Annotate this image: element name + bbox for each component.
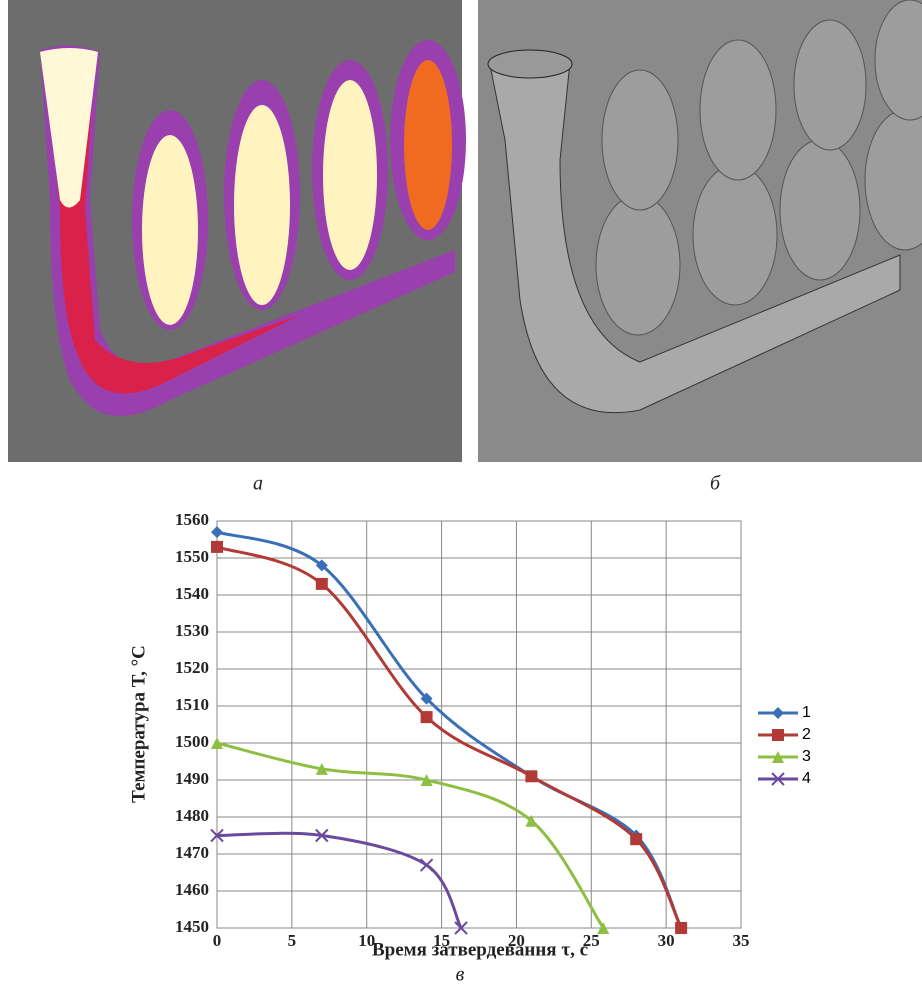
marker — [772, 751, 784, 763]
marker — [525, 770, 538, 783]
marker — [315, 762, 328, 775]
y-tick-label: 1520 — [175, 658, 209, 677]
marker — [211, 737, 223, 749]
plot-area — [216, 520, 742, 929]
marker — [211, 540, 223, 553]
panel-label: а — [253, 473, 263, 495]
y-axis-title: Температура T, °C — [128, 645, 149, 803]
y-tick-label: 1550 — [175, 547, 209, 566]
y-tick-label: 1490 — [175, 769, 209, 788]
y-tick-label: 1460 — [175, 880, 209, 899]
marker — [454, 921, 468, 935]
legend-label: 3 — [802, 748, 811, 765]
marker — [772, 729, 784, 741]
x-tick-label: 20 — [508, 931, 525, 950]
marker — [771, 772, 785, 786]
x-tick-label: 5 — [288, 931, 297, 950]
marker — [597, 922, 610, 934]
marker — [420, 711, 433, 724]
x-tick-label: 10 — [358, 931, 375, 950]
y-tick-label: 1540 — [175, 584, 209, 603]
y-tick-label: 1470 — [175, 843, 209, 862]
x-tick-label: 30 — [658, 931, 675, 950]
x-tick-label: 35 — [733, 931, 750, 950]
y-tick-label: 1450 — [175, 917, 209, 936]
panel-label: б — [710, 473, 721, 495]
model-image — [478, 0, 922, 462]
marker — [419, 858, 434, 872]
marker — [772, 707, 784, 719]
marker — [525, 814, 538, 827]
legend-label: 4 — [802, 770, 811, 787]
marker — [315, 559, 328, 572]
marker — [675, 922, 688, 934]
panel-label: в — [456, 964, 465, 986]
y-tick-label: 1510 — [175, 695, 209, 714]
marker — [630, 833, 643, 846]
y-tick-label: 1480 — [175, 806, 209, 825]
legend-label: 1 — [802, 704, 811, 721]
x-tick-label: 25 — [583, 931, 600, 950]
x-axis-title: Время затвердевання τ, с — [372, 939, 588, 960]
y-tick-label: 1500 — [175, 732, 209, 751]
thermal-image — [8, 0, 466, 462]
x-tick-label: 0 — [213, 931, 222, 950]
marker — [315, 577, 328, 590]
marker — [211, 526, 223, 539]
marker — [420, 774, 433, 786]
x-tick-label: 15 — [433, 931, 450, 950]
marker — [420, 692, 433, 705]
legend-label: 2 — [802, 726, 811, 743]
y-tick-label: 1530 — [175, 621, 209, 640]
marker — [315, 828, 329, 843]
y-tick-label: 1560 — [175, 510, 209, 529]
series-line — [216, 831, 463, 929]
marker — [210, 828, 224, 843]
